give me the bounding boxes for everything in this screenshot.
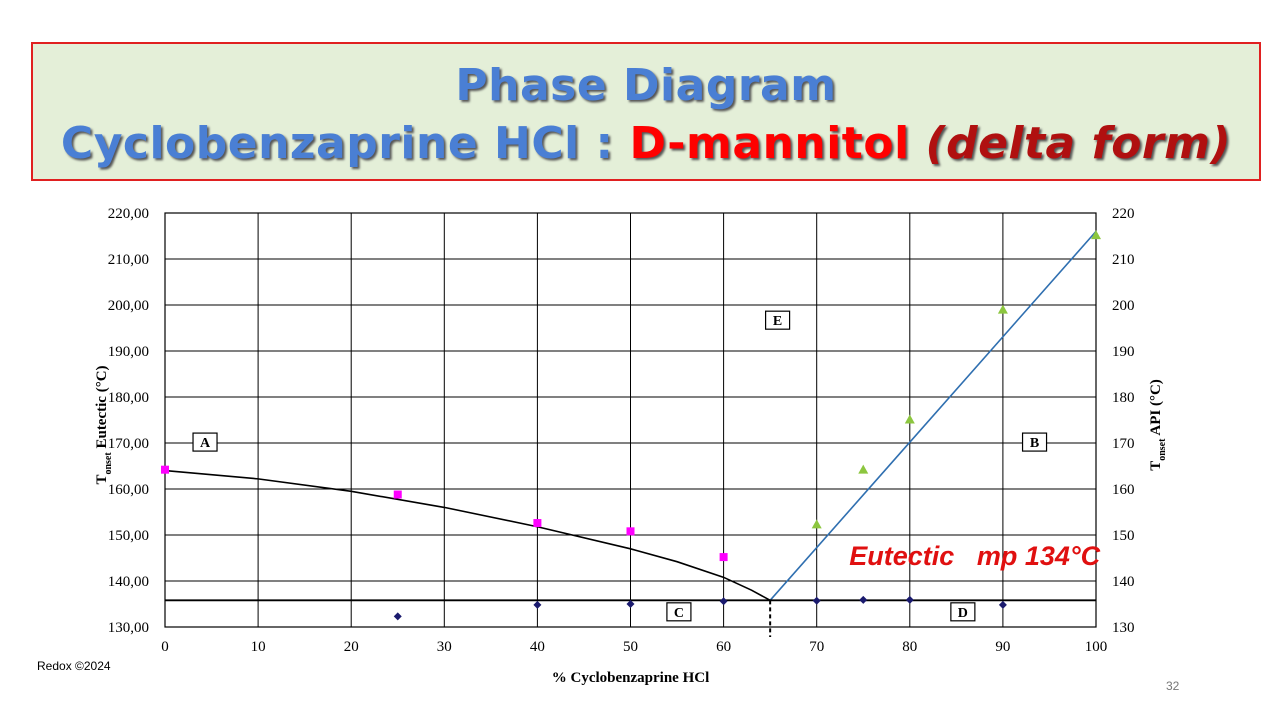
- x-tick-label: 0: [161, 639, 169, 655]
- x-tick-label: 10: [251, 639, 266, 655]
- copyright-note: Redox ©2024: [37, 659, 111, 673]
- x-tick-label: 60: [716, 639, 731, 655]
- data-point-triangle: [1091, 230, 1101, 240]
- chart-axes: 0 10 20 30 40 50 60 70 80 90 100 130,00 140,00 150,00…: [94, 206, 1168, 686]
- title-banner: Phase Diagram Cyclobenzaprine HCl : D-ma…: [31, 42, 1261, 181]
- region-label-box: [950, 602, 976, 622]
- chart-labels: A B C D E Eutectic mp 134°C: [192, 310, 1101, 622]
- data-point-diamond: [393, 612, 402, 621]
- y-tick-label-left: 160,00: [108, 482, 149, 498]
- x-axis-title: % Cyclobenzaprine HCl: [552, 670, 710, 686]
- subtitle-excipient: D-mannitol: [629, 118, 910, 169]
- region-label: C: [674, 606, 684, 621]
- y-tick-label-left: 220,00: [108, 206, 149, 222]
- y-tick-label-right: 210: [1112, 252, 1135, 268]
- data-point-square: [161, 465, 169, 474]
- region-label-box: [1021, 432, 1048, 452]
- data-point-square: [719, 553, 728, 562]
- page-title: Phase Diagram: [455, 60, 837, 111]
- data-point-triangle: [811, 519, 822, 529]
- subtitle-separator: :: [579, 118, 630, 169]
- data-point-triangle: [904, 414, 915, 424]
- x-tick-label: 100: [1085, 639, 1108, 655]
- y-tick-label-left: 180,00: [108, 390, 149, 406]
- page-subtitle: Cyclobenzaprine HCl : D-mannitol (delta …: [33, 118, 1259, 169]
- y-axis-title-left: Tonset Eutectic (°C): [94, 365, 114, 484]
- region-label: D: [958, 606, 968, 621]
- y-tick-label-right: 190: [1112, 344, 1135, 360]
- data-point-square: [533, 519, 542, 528]
- api-liquidus-line: [769, 230, 1097, 601]
- y-tick-label-right: 200: [1112, 298, 1135, 314]
- data-point-triangle: [997, 304, 1008, 314]
- subtitle-compound: Cyclobenzaprine HCl: [60, 118, 580, 169]
- region-label: E: [773, 314, 782, 329]
- y-tick-label-left: 170,00: [108, 436, 149, 452]
- x-tick-label: 80: [902, 639, 917, 655]
- data-point-diamond: [626, 600, 635, 608]
- page-number: 32: [1166, 679, 1180, 693]
- x-tick-label: 40: [530, 639, 545, 655]
- y-tick-label-left: 130,00: [108, 620, 149, 636]
- subtitle-form: (delta form): [925, 118, 1232, 169]
- region-label-box: [666, 602, 692, 622]
- data-point-diamond: [533, 600, 542, 609]
- x-tick-label: 20: [344, 639, 359, 655]
- x-tick-label: 70: [809, 639, 824, 655]
- y-tick-label-right: 180: [1112, 390, 1135, 406]
- data-point-diamond: [998, 600, 1007, 609]
- x-tick-label: 50: [623, 639, 638, 655]
- x-tick-label: 30: [437, 639, 452, 655]
- y-tick-label-right: 170: [1112, 436, 1135, 452]
- y-tick-label-left: 200,00: [108, 298, 149, 314]
- x-tick-label: 90: [995, 639, 1010, 655]
- data-point-square: [393, 490, 402, 499]
- data-point-diamond: [719, 597, 728, 606]
- y-tick-label-right: 130: [1112, 620, 1135, 636]
- region-label: B: [1030, 436, 1039, 451]
- eutectic-annotation: Eutectic mp 134°C: [849, 541, 1100, 571]
- y-axis-title-right: Tonset API (°C): [1148, 379, 1168, 471]
- y-tick-label-right: 160: [1112, 482, 1135, 498]
- y-tick-label-left: 190,00: [108, 344, 149, 360]
- region-label: A: [200, 436, 211, 451]
- y-tick-label-left: 150,00: [108, 528, 149, 544]
- plot-frame: [164, 212, 1097, 628]
- region-label-box: [192, 432, 218, 452]
- y-tick-label-left: 210,00: [108, 252, 149, 268]
- y-tick-label-left: 140,00: [108, 574, 149, 590]
- region-label-box: [764, 310, 791, 330]
- data-point-diamond: [812, 596, 821, 605]
- y-tick-label-right: 150: [1112, 528, 1135, 544]
- data-point-diamond: [859, 595, 868, 604]
- data-point-square: [626, 527, 635, 536]
- data-point-diamond: [905, 595, 914, 604]
- data-point-triangle: [858, 464, 869, 474]
- chart-points: [161, 230, 1101, 621]
- y-tick-label-right: 220: [1112, 206, 1135, 222]
- liquidus-curve: [164, 469, 771, 602]
- y-tick-label-right: 140: [1112, 574, 1135, 590]
